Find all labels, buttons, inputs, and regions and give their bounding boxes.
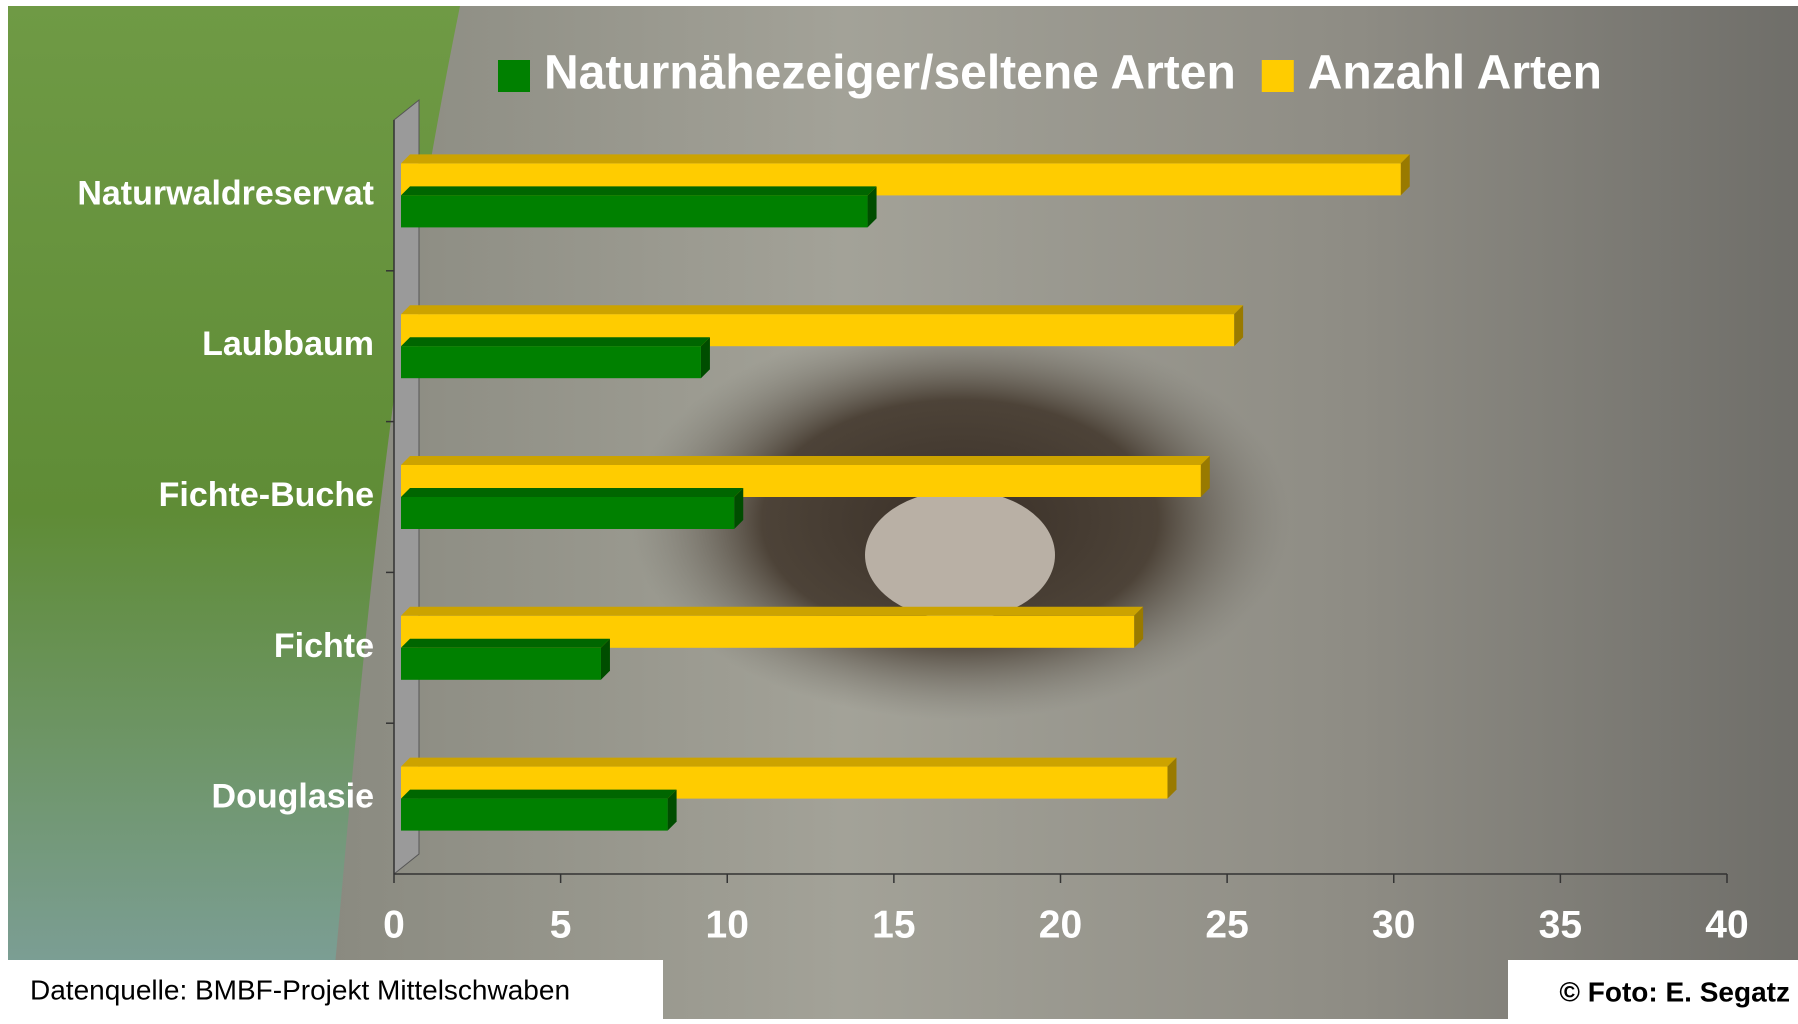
x-tick-label: 10 xyxy=(706,903,749,946)
bar-top xyxy=(401,488,743,497)
y-tick-label: Fichte-Buche xyxy=(159,476,374,514)
background-owl xyxy=(865,490,1055,620)
bar xyxy=(401,195,868,227)
bar-top xyxy=(401,639,610,648)
bar xyxy=(401,648,601,680)
bar-top xyxy=(401,305,1243,314)
bar-top xyxy=(401,337,710,346)
x-tick-label: 40 xyxy=(1705,903,1748,946)
bar xyxy=(401,497,734,529)
x-tick-label: 15 xyxy=(872,903,915,946)
x-tick-label: 30 xyxy=(1372,903,1415,946)
bar-top xyxy=(401,607,1143,616)
legend-label: Anzahl Arten xyxy=(1308,47,1602,100)
source-note: Datenquelle: BMBF-Projekt Mittelschwaben xyxy=(30,974,570,1005)
bar-top xyxy=(401,790,677,799)
y-tick-label: Douglasie xyxy=(212,778,374,816)
chart: 0 5 10 15 20 25 30 35 40 Naturwaldreservat Laubbau… xyxy=(0,0,1798,1019)
x-tick-label: 0 xyxy=(383,903,405,946)
bar-top xyxy=(401,154,1410,163)
y-tick-label: Fichte xyxy=(274,627,374,665)
x-tick-label: 5 xyxy=(550,903,572,946)
photo-credit: © Foto: E. Segatz xyxy=(1559,976,1790,1007)
bar-top xyxy=(401,456,1210,465)
bar xyxy=(401,799,668,831)
bar-top xyxy=(401,758,1176,767)
y-tick-label: Naturwaldreservat xyxy=(77,174,374,212)
x-tick-label: 25 xyxy=(1205,903,1248,946)
x-tick-label: 20 xyxy=(1039,903,1082,946)
bar xyxy=(401,346,701,378)
legend-label: Naturnähezeiger/seltene Arten xyxy=(544,47,1236,100)
y-tick-label: Laubbaum xyxy=(202,325,374,363)
legend-swatch xyxy=(498,60,530,92)
legend-swatch xyxy=(1262,60,1294,92)
bar-top xyxy=(401,186,877,195)
x-tick-label: 35 xyxy=(1539,903,1582,946)
